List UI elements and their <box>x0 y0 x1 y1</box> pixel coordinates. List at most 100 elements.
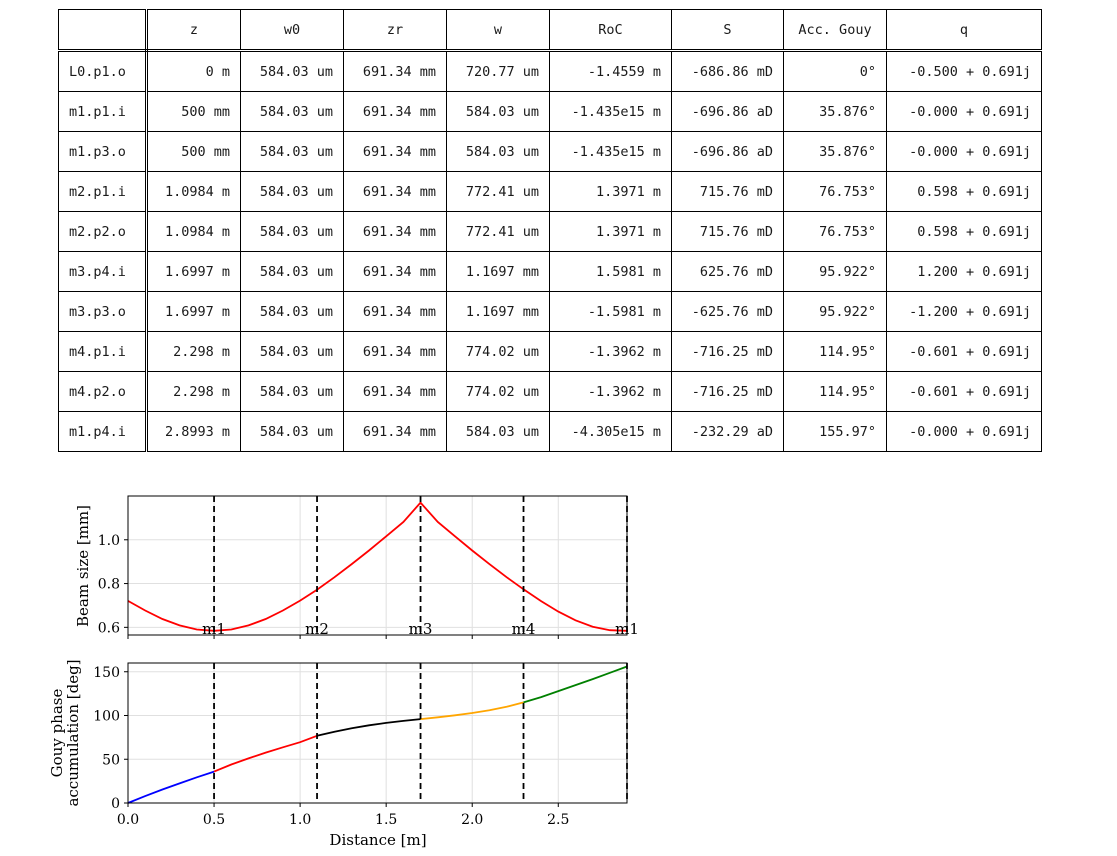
table-cell-zr: 691.34 mm <box>343 131 447 172</box>
table-cell-zr: 691.34 mm <box>343 331 447 372</box>
beam-ytick-label: 0.8 <box>98 577 120 593</box>
table-cell-w: 584.03 um <box>446 91 550 132</box>
table-cell-gouy: 76.753° <box>783 211 887 252</box>
table-cell-z: 1.6997 m <box>146 291 241 332</box>
table-cell-z: 2.298 m <box>146 371 241 412</box>
gouy-y-ticks: 0 50 100 150 <box>93 665 128 812</box>
beam-y-ticks: 0.6 0.8 1.0 <box>98 533 128 636</box>
table-cell-roc: 1.3971 m <box>549 211 672 252</box>
table-cell-s: -625.76 mD <box>671 291 784 332</box>
table-row: m1.p4.i 2.8993 m 584.03 um 691.34 mm 584.03 … <box>58 411 1042 452</box>
table-cell-gouy: 114.95° <box>783 331 887 372</box>
table-cell-zr: 691.34 mm <box>343 411 447 452</box>
gouy-component-markers <box>213 663 628 803</box>
gouy-xtick-label: 2.0 <box>461 812 483 828</box>
gouy-phase-curves <box>127 665 628 804</box>
table-cell-roc: -4.305e15 m <box>549 411 672 452</box>
gouy-series-line <box>127 770 215 804</box>
table-cell-w0: 584.03 um <box>240 371 344 412</box>
table-cell-s: -716.25 mD <box>671 331 784 372</box>
header-zr: zr <box>343 9 447 52</box>
table-cell-gouy: 76.753° <box>783 171 887 212</box>
gouy-ylabel: Gouy phaseaccumulation [deg] <box>48 659 82 806</box>
beam-component-label: m3 <box>409 620 433 638</box>
table-cell-name: m1.p3.o <box>58 131 148 172</box>
gouy-xlabel: Distance [m] <box>329 831 426 849</box>
table-cell-w0: 584.03 um <box>240 91 344 132</box>
table-cell-z: 2.298 m <box>146 331 241 372</box>
header-w: w <box>446 9 550 52</box>
table-row: L0.p1.o 0 m 584.03 um 691.34 mm 720.77 um -1.… <box>58 50 1042 92</box>
gouy-ytick-label: 50 <box>102 752 120 768</box>
gouy-ytick-label: 100 <box>93 709 120 725</box>
table-cell-q: -0.000 + 0.691j <box>886 131 1042 172</box>
table-cell-roc: -1.4559 m <box>549 50 672 92</box>
gouy-series-line <box>316 718 421 737</box>
table-cell-name: m1.p4.i <box>58 411 148 452</box>
table-cell-zr: 691.34 mm <box>343 211 447 252</box>
table-cell-name: m4.p1.i <box>58 331 148 372</box>
table-cell-s: -716.25 mD <box>671 371 784 412</box>
table-cell-w: 774.02 um <box>446 371 550 412</box>
table-cell-q: -0.601 + 0.691j <box>886 371 1042 412</box>
table-cell-w: 774.02 um <box>446 331 550 372</box>
gouy-xtick-label: 0.0 <box>117 812 139 828</box>
table-cell-z: 1.0984 m <box>146 171 241 212</box>
table-cell-q: 0.598 + 0.691j <box>886 171 1042 212</box>
header-s: S <box>671 9 784 52</box>
table-row: m4.p2.o 2.298 m 584.03 um 691.34 mm 774.02 u… <box>58 371 1042 412</box>
table-cell-gouy: 0° <box>783 50 887 92</box>
header-node <box>58 9 148 52</box>
table-row: m2.p2.o 1.0984 m 584.03 um 691.34 mm 772.41 … <box>58 211 1042 252</box>
table-cell-q: 1.200 + 0.691j <box>886 251 1042 292</box>
gouy-ytick-label: 0 <box>111 796 120 812</box>
table-cell-w0: 584.03 um <box>240 171 344 212</box>
beam-axes-frame <box>127 495 628 636</box>
table-cell-name: m3.p4.i <box>58 251 148 292</box>
table-cell-w: 772.41 um <box>446 171 550 212</box>
table-cell-w0: 584.03 um <box>240 251 344 292</box>
beam-parameter-table: z w0 zr w RoC S Acc. Gouy q L0.p1.o 0 m 58… <box>58 9 1042 452</box>
header-roc: RoC <box>549 9 672 52</box>
table-cell-zr: 691.34 mm <box>343 291 447 332</box>
beam-x-ticks <box>127 635 559 639</box>
table-cell-roc: 1.3971 m <box>549 171 672 212</box>
beam-component-label: m4 <box>512 620 536 638</box>
table-cell-q: 0.598 + 0.691j <box>886 211 1042 252</box>
table-cell-w0: 584.03 um <box>240 331 344 372</box>
beam-ytick-label: 0.6 <box>98 620 120 636</box>
table-cell-roc: -1.5981 m <box>549 291 672 332</box>
table-cell-z: 1.6997 m <box>146 251 241 292</box>
gouy-series-line <box>420 701 524 720</box>
table-cell-w0: 584.03 um <box>240 211 344 252</box>
table-cell-w: 1.1697 mm <box>446 251 550 292</box>
gouy-xtick-label: 2.5 <box>547 812 569 828</box>
beam-ylabel: Beam size [mm] <box>74 505 92 627</box>
table-row: m4.p1.i 2.298 m 584.03 um 691.34 mm 774.02 u… <box>58 331 1042 372</box>
gouy-ylabel-line2: accumulation [deg] <box>64 659 82 806</box>
beam-ytick-label: 1.0 <box>98 533 120 549</box>
gouy-xtick-label: 0.5 <box>203 812 225 828</box>
table-cell-w0: 584.03 um <box>240 411 344 452</box>
table-cell-w: 584.03 um <box>446 131 550 172</box>
beam-size-curve <box>127 501 628 632</box>
gouy-axes-frame <box>127 662 628 804</box>
gouy-x-ticks: 0.0 0.5 1.0 1.5 2.0 2.5 <box>117 803 569 828</box>
header-w0: w0 <box>240 9 344 52</box>
table-cell-q: -1.200 + 0.691j <box>886 291 1042 332</box>
gouy-ylabel-line1: Gouy phase <box>48 689 66 778</box>
beam-series-line <box>127 501 628 632</box>
beam-component-label: m2 <box>305 620 329 638</box>
table-cell-name: m2.p2.o <box>58 211 148 252</box>
header-acc-gouy: Acc. Gouy <box>783 9 887 52</box>
table-cell-gouy: 95.922° <box>783 251 887 292</box>
table-cell-z: 500 mm <box>146 91 241 132</box>
gouy-xtick-label: 1.0 <box>289 812 311 828</box>
gouy-gridlines <box>127 663 627 804</box>
header-z: z <box>146 9 241 52</box>
beam-component-markers: m1 m2 m3 m4 m1 <box>202 496 639 638</box>
table-cell-s: -696.86 aD <box>671 131 784 172</box>
gouy-series-line <box>213 734 318 773</box>
beam-size-plot: m1 m2 m3 m4 m1 0.60.81.0 Beam size [mm] <box>74 495 639 639</box>
